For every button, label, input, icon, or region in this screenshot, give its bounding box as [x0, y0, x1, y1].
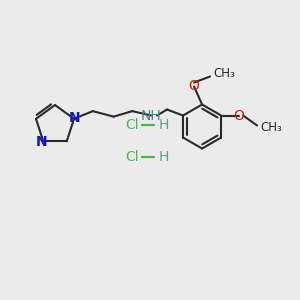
Text: N: N	[69, 111, 81, 125]
Text: H: H	[159, 150, 169, 164]
Text: Cl: Cl	[125, 118, 139, 132]
Text: O: O	[234, 109, 244, 122]
Text: NH: NH	[141, 109, 161, 122]
Text: O: O	[189, 79, 200, 92]
Text: N: N	[35, 135, 47, 149]
Text: CH₃: CH₃	[260, 121, 282, 134]
Text: Cl: Cl	[125, 150, 139, 164]
Text: CH₃: CH₃	[213, 67, 235, 80]
Text: H: H	[159, 118, 169, 132]
